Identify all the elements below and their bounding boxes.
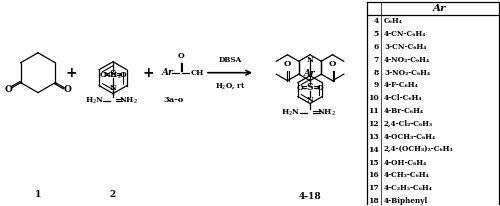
- Text: 11: 11: [368, 107, 379, 115]
- Text: 7: 7: [374, 56, 379, 64]
- Text: 12: 12: [368, 120, 379, 128]
- Text: 4-F-C₆H₄: 4-F-C₆H₄: [384, 82, 419, 89]
- Text: 1: 1: [35, 190, 41, 199]
- Text: H$_2$O, rt: H$_2$O, rt: [214, 82, 246, 91]
- Text: O: O: [296, 84, 304, 92]
- Text: 3-NO₂-C₆H₄: 3-NO₂-C₆H₄: [384, 69, 430, 77]
- Text: 13: 13: [368, 133, 379, 141]
- Text: O: O: [4, 85, 12, 94]
- Text: O: O: [316, 84, 324, 92]
- Text: 2: 2: [110, 190, 116, 199]
- Text: O: O: [100, 71, 106, 79]
- Text: 17: 17: [368, 184, 379, 192]
- Text: 4-Cl-C₆H₄: 4-Cl-C₆H₄: [384, 94, 422, 102]
- Text: O: O: [120, 71, 126, 79]
- Text: +: +: [142, 66, 154, 80]
- Text: 8: 8: [374, 69, 379, 77]
- Text: Ar: Ar: [162, 68, 174, 77]
- Text: O: O: [64, 85, 72, 94]
- Text: 4-C₂H₅-C₆H₄: 4-C₂H₅-C₆H₄: [384, 184, 433, 192]
- Text: O: O: [329, 60, 336, 68]
- Text: 3a-o: 3a-o: [164, 96, 184, 104]
- Text: H$_2$N: H$_2$N: [281, 107, 301, 118]
- Text: Ar: Ar: [433, 4, 447, 13]
- Text: 5: 5: [374, 30, 379, 38]
- Text: 6: 6: [374, 43, 379, 51]
- Text: 3-CN-C₆H₄: 3-CN-C₆H₄: [384, 43, 426, 51]
- Text: 10: 10: [368, 94, 379, 102]
- Text: C₆H₄: C₆H₄: [384, 17, 403, 25]
- Text: O: O: [178, 52, 184, 60]
- Text: 4-CH₃-C₆H₄: 4-CH₃-C₆H₄: [384, 171, 430, 179]
- Text: N: N: [110, 84, 116, 92]
- Text: NH$_2$: NH$_2$: [120, 95, 139, 106]
- Text: 4-Biphenyl: 4-Biphenyl: [384, 197, 428, 205]
- Text: NH$_2$: NH$_2$: [318, 107, 336, 118]
- Text: S: S: [307, 83, 313, 92]
- Text: 9: 9: [374, 82, 379, 89]
- Text: S: S: [110, 70, 116, 79]
- Text: 4-18: 4-18: [298, 192, 322, 201]
- Text: N: N: [306, 56, 314, 64]
- Text: 4-OCH₃-C₆H₄: 4-OCH₃-C₆H₄: [384, 133, 436, 141]
- Text: N: N: [306, 96, 314, 104]
- Text: 4-NO₂-C₆H₄: 4-NO₂-C₆H₄: [384, 56, 430, 64]
- Text: 4-CN-C₆H₄: 4-CN-C₆H₄: [384, 30, 426, 38]
- Text: 2,4-Cl₂-C₆H₃: 2,4-Cl₂-C₆H₃: [384, 120, 433, 128]
- Text: DBSA: DBSA: [218, 56, 242, 64]
- Text: NH$_2$: NH$_2$: [104, 70, 122, 81]
- Text: O: O: [284, 60, 291, 68]
- Text: Ar: Ar: [304, 69, 316, 78]
- Text: 4: 4: [374, 17, 379, 25]
- Text: H$_2$N: H$_2$N: [85, 95, 105, 106]
- Text: 16: 16: [368, 171, 379, 179]
- Text: 4-OH-C₆H₄: 4-OH-C₆H₄: [384, 159, 427, 167]
- Text: 15: 15: [368, 159, 379, 167]
- Text: 14: 14: [368, 146, 379, 154]
- Text: 4-Br-C₆H₄: 4-Br-C₆H₄: [384, 107, 424, 115]
- Text: +: +: [65, 66, 77, 80]
- Text: CH: CH: [191, 69, 204, 77]
- Text: 18: 18: [368, 197, 379, 205]
- Text: 2,4-(OCH₃)₂-C₆H₃: 2,4-(OCH₃)₂-C₆H₃: [384, 146, 454, 154]
